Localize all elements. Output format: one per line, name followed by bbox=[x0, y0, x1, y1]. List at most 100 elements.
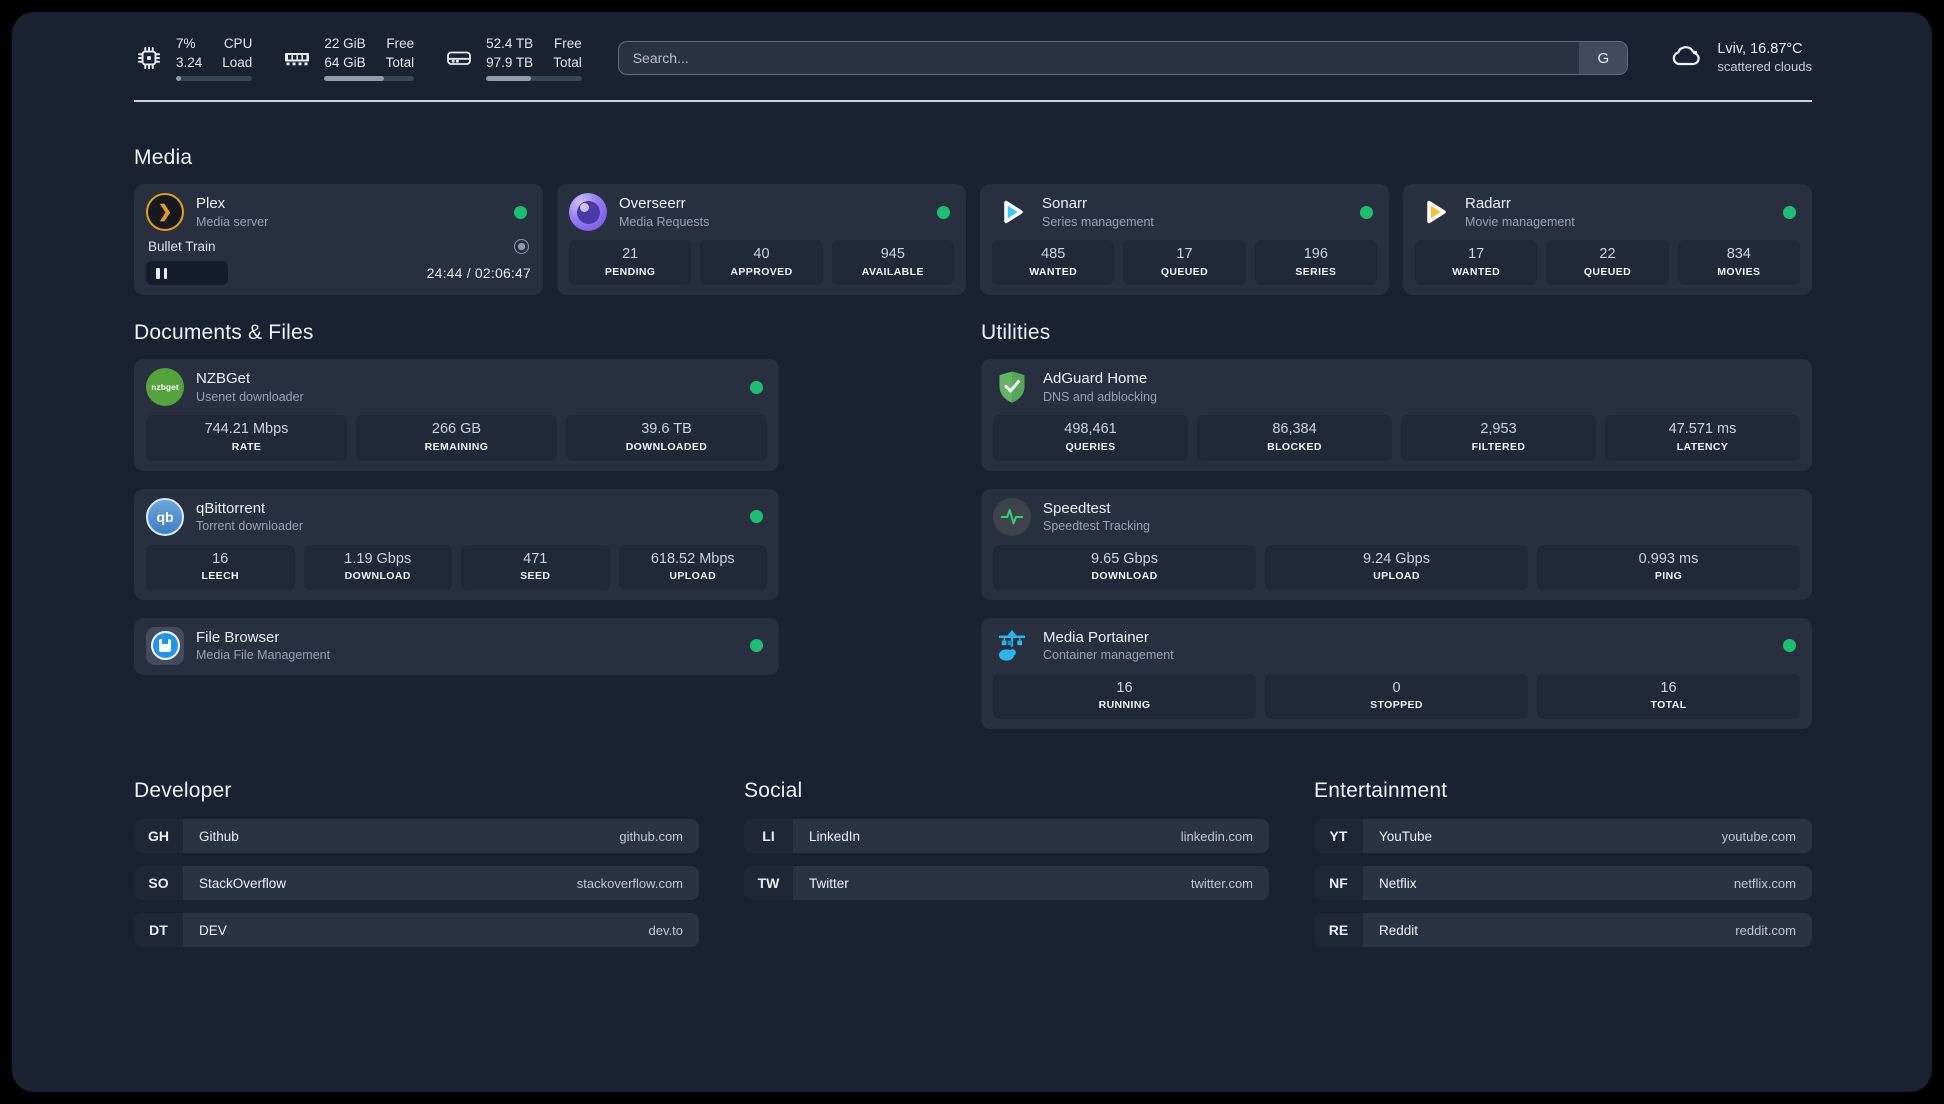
resource-widgets: 7% 3.24 CPU Load bbox=[134, 35, 582, 82]
card-speedtest[interactable]: Speedtest Speedtest Tracking 9.65 Gbps D… bbox=[981, 488, 1812, 600]
bookmark-url: twitter.com bbox=[1190, 875, 1253, 891]
stat-seed: 471 SEED bbox=[461, 544, 610, 590]
bookmark-github[interactable]: GH Github github.com bbox=[134, 819, 699, 853]
card-qbittorrent[interactable]: qb qBittorrent Torrent downloader 16 LEE… bbox=[134, 488, 779, 600]
stat-pending: 21 PENDING bbox=[569, 240, 692, 286]
card-portainer[interactable]: Media Portainer Container management 16 … bbox=[981, 617, 1812, 729]
pause-icon bbox=[156, 267, 160, 279]
cpu-load: 3.24 bbox=[176, 54, 203, 70]
app-name: Sonarr bbox=[1042, 195, 1088, 213]
section-title-entertainment: Entertainment bbox=[1314, 779, 1448, 802]
app-name: Media Portainer bbox=[1043, 628, 1149, 646]
app-subtitle: Torrent downloader bbox=[196, 519, 304, 534]
status-dot bbox=[937, 205, 950, 219]
stat-queries: 498,461 QUERIES bbox=[993, 415, 1188, 461]
memory-free-label: Free bbox=[386, 35, 415, 51]
status-dot bbox=[750, 380, 763, 394]
bookmark-abbr: TW bbox=[744, 866, 793, 900]
bookmark-netflix[interactable]: NF Netflix netflix.com bbox=[1314, 866, 1812, 900]
app-subtitle: DNS and adblocking bbox=[1043, 389, 1157, 404]
section-title-documents: Documents & Files bbox=[134, 321, 314, 345]
section-title-media: Media bbox=[134, 146, 193, 169]
utilities-column: Utilities AdGuard Home bbox=[981, 321, 1812, 729]
pause-button[interactable] bbox=[146, 261, 228, 285]
dashboard: 7% 3.24 CPU Load bbox=[12, 12, 1932, 1092]
card-adguard[interactable]: AdGuard Home DNS and adblocking 498,461 … bbox=[981, 359, 1812, 471]
bookmark-stackoverflow[interactable]: SO StackOverflow stackoverflow.com bbox=[134, 866, 699, 900]
cpu-icon bbox=[134, 43, 164, 73]
cpu-progress-fill bbox=[176, 76, 182, 82]
documents-column: Documents & Files nzbget NZBGet Usenet d… bbox=[134, 321, 779, 729]
app-subtitle: Movie management bbox=[1465, 214, 1575, 229]
stat-upload: 618.52 Mbps UPLOAD bbox=[618, 544, 767, 590]
bookmark-abbr: RE bbox=[1314, 913, 1363, 947]
card-nzbget[interactable]: nzbget NZBGet Usenet downloader 744.21 M… bbox=[134, 359, 779, 471]
bookmark-name: Github bbox=[199, 828, 239, 844]
bookmark-url: youtube.com bbox=[1721, 828, 1796, 844]
stat-leech: 16 LEECH bbox=[146, 544, 295, 590]
cpu-load-label: Load bbox=[222, 54, 253, 70]
bookmark-name: Reddit bbox=[1379, 922, 1419, 938]
app-name: AdGuard Home bbox=[1043, 370, 1148, 388]
stat-upload: 9.24 Gbps UPLOAD bbox=[1265, 544, 1528, 590]
weather-widget[interactable]: Lviv, 16.87°C scattered clouds bbox=[1668, 40, 1812, 76]
card-radarr[interactable]: Radarr Movie management 17 WANTED 22 QUE… bbox=[1403, 184, 1812, 296]
radarr-icon bbox=[1415, 193, 1453, 231]
bookmark-reddit[interactable]: RE Reddit reddit.com bbox=[1314, 913, 1812, 947]
stat-wanted: 17 WANTED bbox=[1415, 240, 1538, 286]
speedtest-icon bbox=[993, 497, 1031, 536]
weather-location: Lviv, 16.87°C bbox=[1717, 41, 1803, 58]
bookmark-url: linkedin.com bbox=[1180, 828, 1253, 844]
search-input[interactable] bbox=[617, 41, 1629, 75]
memory-total-label: Total bbox=[385, 54, 415, 70]
disk-icon bbox=[444, 43, 474, 73]
disk-widget: 52.4 TB 97.9 TB Free Total bbox=[444, 35, 582, 82]
card-sonarr[interactable]: Sonarr Series management 485 WANTED 17 Q… bbox=[980, 184, 1389, 296]
stat-remaining: 266 GB REMAINING bbox=[356, 415, 557, 461]
card-overseerr[interactable]: Overseerr Media Requests 21 PENDING 40 A… bbox=[557, 184, 966, 296]
stat-ping: 0.993 ms PING bbox=[1537, 544, 1800, 590]
bookmark-dev[interactable]: DT DEV dev.to bbox=[134, 913, 699, 947]
card-filebrowser[interactable]: File Browser Media File Management bbox=[134, 617, 779, 675]
memory-widget: 22 GiB 64 GiB Free Total bbox=[282, 35, 415, 82]
stat-download: 1.19 Gbps DOWNLOAD bbox=[303, 544, 452, 590]
weather-condition: scattered clouds bbox=[1717, 58, 1812, 74]
card-plex[interactable]: ❯ Plex Media server Bullet Train 24:44 /… bbox=[134, 184, 543, 296]
cpu-progress-track bbox=[176, 76, 253, 82]
bookmark-linkedin[interactable]: LI LinkedIn linkedin.com bbox=[744, 819, 1269, 853]
app-name: Speedtest bbox=[1043, 499, 1111, 517]
bookmark-abbr: LI bbox=[744, 819, 793, 853]
app-subtitle: Media server bbox=[196, 214, 269, 229]
section-title-social: Social bbox=[744, 779, 803, 802]
bookmark-youtube[interactable]: YT YouTube youtube.com bbox=[1314, 819, 1812, 853]
section-title-utilities: Utilities bbox=[981, 321, 1051, 345]
bookmark-url: stackoverflow.com bbox=[576, 875, 683, 891]
overseerr-icon bbox=[569, 193, 607, 231]
qbittorrent-icon: qb bbox=[146, 497, 184, 536]
now-playing-time: 24:44 / 02:06:47 bbox=[426, 265, 531, 281]
bookmark-url: netflix.com bbox=[1733, 875, 1796, 891]
bookmark-name: Twitter bbox=[809, 875, 849, 891]
sonarr-icon bbox=[992, 193, 1030, 231]
bookmark-twitter[interactable]: TW Twitter twitter.com bbox=[744, 866, 1269, 900]
app-subtitle: Speedtest Tracking bbox=[1043, 519, 1151, 534]
bookmark-abbr: GH bbox=[134, 819, 183, 853]
portainer-icon bbox=[993, 627, 1031, 665]
status-dot bbox=[750, 639, 763, 653]
memory-total: 64 GiB bbox=[324, 54, 366, 70]
stat-running: 16 RUNNING bbox=[993, 673, 1256, 719]
stat-downloaded: 39.6 TB DOWNLOADED bbox=[566, 415, 767, 461]
stat-queued: 22 QUEUED bbox=[1546, 240, 1669, 286]
bookmarks-entertainment: Entertainment YT YouTube youtube.com NF … bbox=[1314, 779, 1812, 947]
cpu-label: CPU bbox=[223, 35, 253, 51]
bookmark-url: dev.to bbox=[648, 922, 683, 938]
search-provider-button[interactable]: G bbox=[1579, 42, 1628, 74]
stat-approved: 40 APPROVED bbox=[700, 240, 823, 286]
section-title-developer: Developer bbox=[134, 779, 232, 802]
bookmark-url: github.com bbox=[619, 828, 683, 844]
media-card-row: ❯ Plex Media server Bullet Train 24:44 /… bbox=[134, 184, 1812, 296]
stat-latency: 47.571 ms LATENCY bbox=[1605, 415, 1800, 461]
bookmark-url: reddit.com bbox=[1735, 922, 1796, 938]
stat-download: 9.65 Gbps DOWNLOAD bbox=[993, 544, 1256, 590]
cpu-percent: 7% bbox=[176, 35, 196, 51]
